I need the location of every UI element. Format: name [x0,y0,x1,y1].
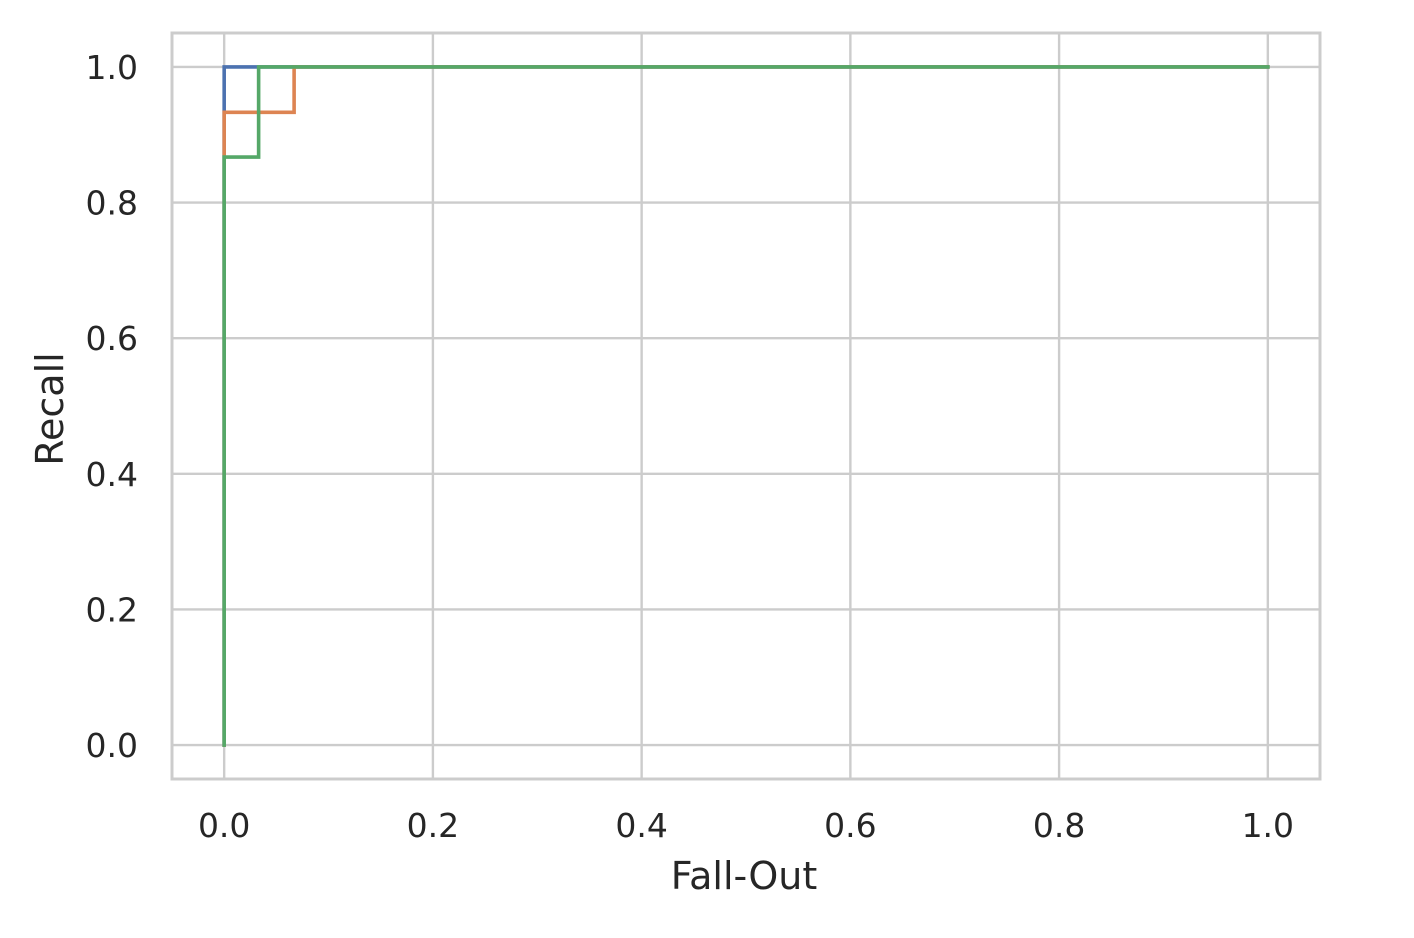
plot-frame [170,31,1322,781]
x-axis-label: Fall-Out [671,854,817,898]
x-tick-labels: 0.0 0.2 0.4 0.6 0.8 1.0 [198,806,1294,845]
roc-curve-1 [222,65,1270,747]
series-group [222,65,1270,747]
y-tick-label: 0.2 [86,590,138,629]
grid [172,33,1320,779]
x-tick-label: 0.8 [1033,806,1085,845]
y-tick-label: 0.4 [86,455,138,494]
roc-curve-3 [222,65,1270,747]
y-tick-label: 0.0 [86,726,138,765]
y-axis-label: Recall [28,352,72,465]
y-tick-labels: 0.0 0.2 0.4 0.6 0.8 1.0 [86,48,138,765]
x-tick-label: 1.0 [1242,806,1294,845]
y-tick-label: 0.8 [86,184,138,223]
x-tick-label: 0.0 [198,806,250,845]
y-tick-label: 0.6 [86,319,138,358]
roc-curve-2 [222,65,1270,747]
x-tick-label: 0.4 [615,806,667,845]
x-tick-label: 0.2 [407,806,459,845]
x-tick-label: 0.6 [824,806,876,845]
y-tick-label: 1.0 [86,48,138,87]
